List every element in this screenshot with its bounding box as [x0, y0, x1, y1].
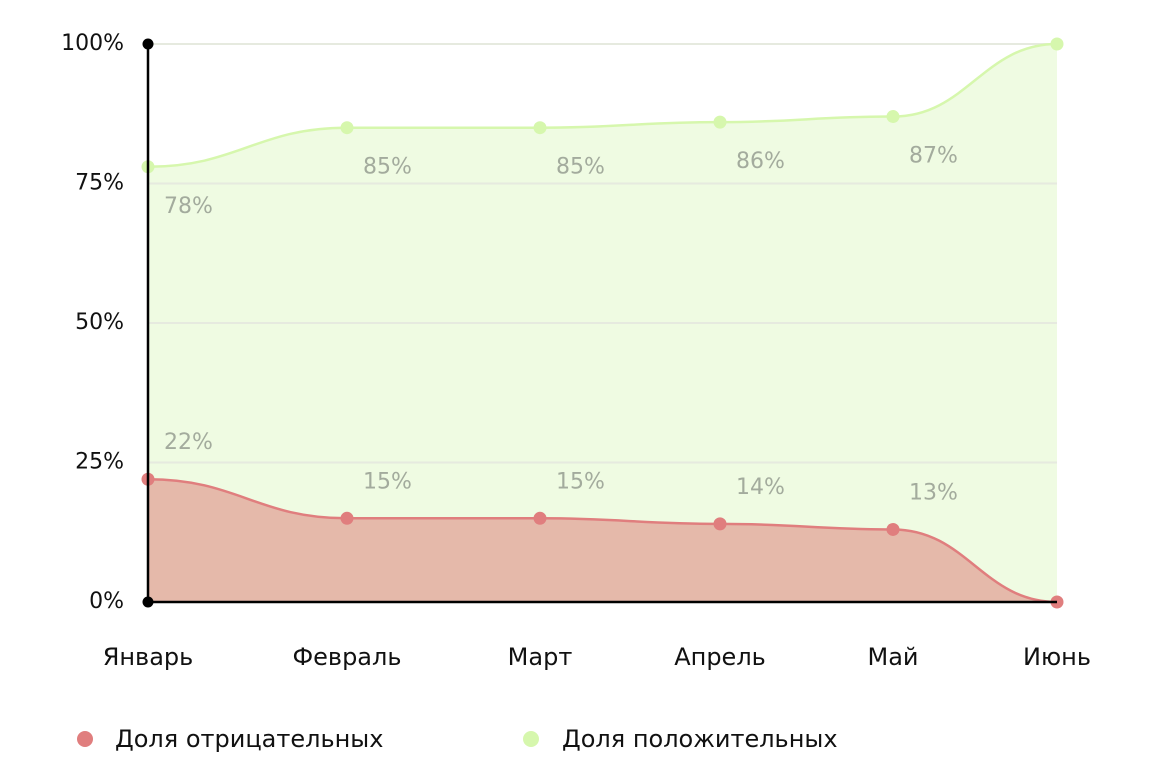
data-label: 78% [164, 194, 213, 219]
x-tick-label: Май [867, 643, 918, 671]
y-tick-label: 75% [75, 171, 124, 196]
data-label: 13% [909, 480, 958, 505]
x-tick-label: Июнь [1023, 643, 1091, 671]
data-label: 15% [363, 469, 412, 494]
data-point [713, 517, 727, 531]
series-line [147, 42, 1058, 169]
series-line [147, 477, 1058, 604]
data-label: 85% [556, 155, 605, 180]
y-tick-label: 0% [89, 589, 124, 614]
area-fill [148, 479, 1057, 602]
axis-end [142, 38, 154, 50]
data-point [533, 121, 547, 135]
axis-end [142, 596, 154, 608]
data-label: 85% [363, 155, 412, 180]
legend-label: Доля отрицательных [115, 725, 383, 753]
data-label: 87% [909, 144, 958, 169]
y-tick-label: 25% [75, 450, 124, 475]
legend-marker [77, 731, 93, 747]
data-point [1050, 37, 1064, 51]
data-label: 14% [736, 475, 785, 500]
data-label: 15% [556, 469, 605, 494]
legend-label: Доля положительных [562, 725, 838, 753]
x-tick-label: Апрель [674, 643, 766, 671]
x-tick-label: Март [508, 643, 573, 671]
data-point [340, 121, 354, 135]
data-point [533, 511, 547, 525]
y-tick-label: 50% [75, 310, 124, 335]
data-label: 22% [164, 430, 213, 455]
x-tick-label: Февраль [293, 643, 402, 671]
data-point [886, 522, 900, 536]
data-label: 86% [736, 149, 785, 174]
data-point [713, 115, 727, 129]
data-point [340, 511, 354, 525]
x-tick-label: Январь [103, 643, 194, 671]
legend-marker [523, 731, 539, 747]
data-point [886, 110, 900, 124]
y-tick-label: 100% [61, 31, 124, 56]
